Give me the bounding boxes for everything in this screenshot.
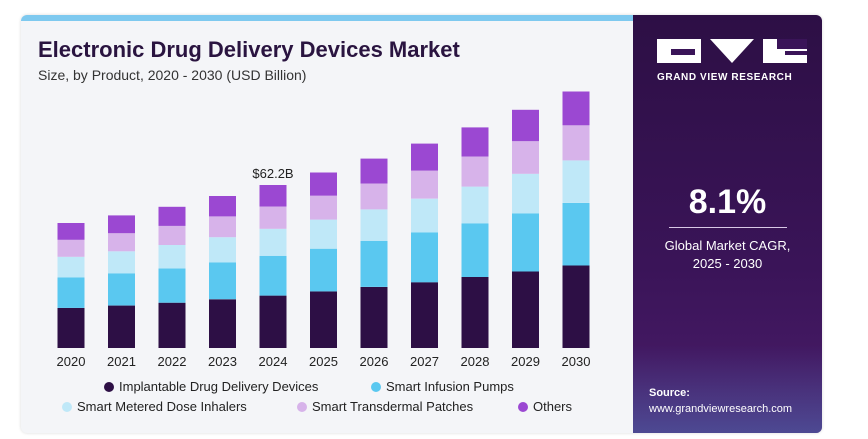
- bar-segment-2021-2: [108, 273, 135, 306]
- x-tick-label: 2021: [107, 354, 136, 369]
- source-background: [633, 345, 822, 433]
- bar-segment-2029-1: [512, 271, 539, 348]
- x-tick-label: 2028: [461, 354, 490, 369]
- bar-segment-2025-1: [310, 291, 337, 348]
- bar-segment-2025-2: [310, 248, 337, 292]
- bar-segment-2023-3: [209, 237, 236, 263]
- sidebar-panel: GRAND VIEW RESEARCH 8.1% Global Market C…: [633, 15, 822, 433]
- bar-segment-2020-2: [57, 277, 85, 308]
- legend-label: Smart Metered Dose Inhalers: [77, 399, 247, 414]
- stacked-bar-chart: 2020 2021 2022 2023 2024 $62.2B 2025 2026 2027 20…: [57, 91, 591, 414]
- chart-subtitle: Size, by Product, 2020 - 2030 (USD Billi…: [38, 67, 307, 83]
- bar-segment-2026-3: [360, 209, 388, 241]
- bar-segment-2020-5: [57, 223, 85, 240]
- bar-segment-2021-1: [108, 305, 135, 348]
- bar-segment-2030-2: [562, 202, 590, 266]
- legend-marker: [62, 402, 72, 412]
- x-tick-label: 2022: [158, 354, 187, 369]
- bar-segment-2024-1: [259, 295, 287, 348]
- source-label: Source:: [649, 387, 690, 399]
- bar-segment-2029-3: [512, 173, 539, 214]
- bar-segment-2027-5: [411, 143, 438, 171]
- bar-segment-2020-3: [57, 256, 85, 278]
- x-tick-label: 2029: [511, 354, 540, 369]
- bar-segment-2028-1: [461, 277, 489, 348]
- legend-marker: [104, 382, 114, 392]
- bar-segment-2024-2: [259, 255, 287, 296]
- bar-segment-2030-3: [562, 160, 590, 203]
- legend-marker: [518, 402, 528, 412]
- legend-item-4: Smart Transdermal Patches: [297, 399, 474, 414]
- bar-segment-2022-2: [158, 268, 186, 303]
- bar-segment-2026-4: [360, 183, 388, 210]
- bar-segment-2026-1: [360, 287, 388, 348]
- divider: [669, 227, 787, 228]
- bar-segment-2028-5: [461, 127, 489, 157]
- bar-segment-2030-4: [562, 125, 590, 161]
- legend-item-1: Implantable Drug Delivery Devices: [104, 379, 319, 394]
- bar-segment-2020-1: [57, 307, 85, 348]
- bar-segment-2023-2: [209, 262, 236, 300]
- cagr-value: 8.1%: [688, 183, 767, 221]
- bar-segment-2025-3: [310, 219, 337, 249]
- legend-label: Smart Transdermal Patches: [312, 399, 474, 414]
- bar-segment-2029-2: [512, 213, 539, 272]
- x-tick-label: 2026: [360, 354, 389, 369]
- chart-card: Electronic Drug Delivery Devices Market …: [21, 15, 822, 433]
- bar-segment-2024-4: [259, 206, 287, 229]
- bar-segment-2027-4: [411, 170, 438, 199]
- bar-segment-2021-5: [108, 215, 135, 234]
- bar-segment-2027-3: [411, 198, 438, 233]
- brand-name: GRAND VIEW RESEARCH: [657, 72, 793, 83]
- cagr-label-line2: 2025 - 2030: [692, 256, 763, 271]
- legend-item-3: Smart Metered Dose Inhalers: [62, 399, 247, 414]
- legend-label: Implantable Drug Delivery Devices: [119, 379, 319, 394]
- x-tick-label: 2023: [208, 354, 237, 369]
- bar-segment-2026-2: [360, 240, 388, 287]
- bar-segment-2029-5: [512, 109, 539, 142]
- x-tick-label: 2024: [259, 354, 288, 369]
- legend-item-5: Others: [518, 399, 573, 414]
- cagr-label-line1: Global Market CAGR,: [664, 238, 791, 253]
- total-annotation: $62.2B: [252, 166, 293, 181]
- bar-segment-2022-4: [158, 225, 186, 245]
- bar-segment-2028-2: [461, 223, 489, 277]
- bar-segment-2024-3: [259, 228, 287, 256]
- bar-segment-2021-4: [108, 233, 135, 252]
- cagr-label: Global Market CAGR, 2025 - 2030: [633, 237, 822, 273]
- legend-label: Others: [533, 399, 573, 414]
- legend-marker: [371, 382, 381, 392]
- bar-segment-2024-5: [259, 185, 287, 207]
- bar-segment-2022-5: [158, 206, 186, 226]
- bar-segment-2023-1: [209, 299, 236, 348]
- legend-label: Smart Infusion Pumps: [386, 379, 514, 394]
- bar-segment-2023-4: [209, 216, 236, 238]
- x-tick-label: 2027: [410, 354, 439, 369]
- grand-view-research-logo: [657, 39, 807, 63]
- chart-title: Electronic Drug Delivery Devices Market: [38, 37, 460, 62]
- bar-segment-2027-2: [411, 232, 438, 283]
- accent-bar: [21, 15, 633, 21]
- x-tick-label: 2030: [562, 354, 591, 369]
- bar-segment-2022-3: [158, 245, 186, 269]
- bar-segment-2023-5: [209, 196, 236, 217]
- bar-segment-2027-1: [411, 282, 438, 348]
- bar-segment-2030-5: [562, 91, 590, 126]
- bar-segment-2028-4: [461, 156, 489, 187]
- bar-segment-2020-4: [57, 239, 85, 257]
- bar-segment-2030-1: [562, 265, 590, 348]
- bar-segment-2026-5: [360, 158, 388, 184]
- bar-segment-2021-3: [108, 251, 135, 274]
- bar-segment-2029-4: [512, 141, 539, 174]
- x-tick-label: 2025: [309, 354, 338, 369]
- bar-segment-2025-5: [310, 172, 337, 196]
- source-url[interactable]: www.grandviewresearch.com: [649, 403, 793, 415]
- legend-marker: [297, 402, 307, 412]
- bar-segment-2025-4: [310, 195, 337, 220]
- bar-segment-2028-3: [461, 186, 489, 224]
- legend-item-2: Smart Infusion Pumps: [371, 379, 514, 394]
- x-tick-label: 2020: [57, 354, 86, 369]
- bar-segment-2022-1: [158, 302, 186, 348]
